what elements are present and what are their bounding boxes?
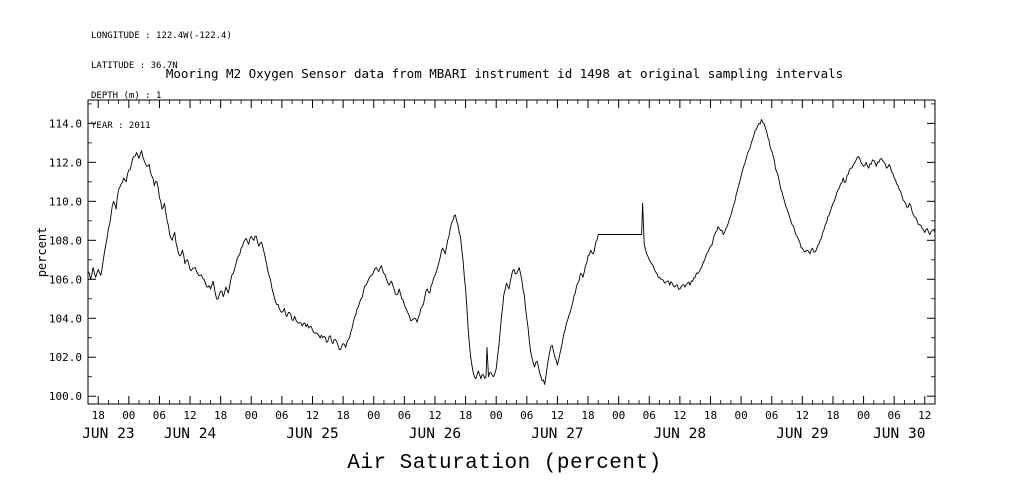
svg-text:18: 18: [459, 409, 472, 422]
x-axis-bottom-label: Air Saturation (percent): [347, 452, 662, 475]
metadata-year: YEAR : 2011: [91, 121, 151, 131]
svg-text:100.0: 100.0: [49, 390, 82, 403]
svg-text:12: 12: [551, 409, 564, 422]
svg-text:112.0: 112.0: [49, 156, 82, 169]
metadata-latitude: LATITUDE : 36.7N: [91, 61, 178, 71]
svg-text:JUN 30: JUN 30: [873, 426, 925, 442]
svg-text:18: 18: [581, 409, 594, 422]
svg-text:18: 18: [214, 409, 227, 422]
svg-text:JUN 23: JUN 23: [82, 426, 134, 442]
svg-text:06: 06: [888, 409, 901, 422]
svg-text:JUN 27: JUN 27: [531, 426, 583, 442]
svg-text:06: 06: [398, 409, 411, 422]
svg-text:JUN 28: JUN 28: [654, 426, 706, 442]
svg-text:06: 06: [275, 409, 288, 422]
svg-text:JUN 29: JUN 29: [776, 426, 828, 442]
metadata-block: LONGITUDE : 122.4W(-122.4) LATITUDE : 36…: [91, 11, 232, 151]
svg-text:104.0: 104.0: [49, 312, 82, 325]
metadata-depth: DEPTH (m) : 1: [91, 91, 162, 101]
svg-text:12: 12: [183, 409, 196, 422]
svg-text:JUN 24: JUN 24: [164, 426, 217, 442]
svg-text:06: 06: [643, 409, 656, 422]
svg-text:102.0: 102.0: [49, 351, 82, 364]
svg-text:00: 00: [367, 409, 380, 422]
svg-text:00: 00: [122, 409, 135, 422]
svg-text:12: 12: [673, 409, 686, 422]
svg-text:06: 06: [153, 409, 166, 422]
svg-text:106.0: 106.0: [49, 273, 82, 286]
svg-text:114.0: 114.0: [49, 117, 82, 130]
svg-text:06: 06: [520, 409, 533, 422]
svg-text:12: 12: [428, 409, 441, 422]
svg-text:00: 00: [857, 409, 870, 422]
chart-title: Mooring M2 Oxygen Sensor data from MBARI…: [165, 66, 844, 81]
svg-text:18: 18: [92, 409, 105, 422]
svg-text:12: 12: [918, 409, 931, 422]
svg-text:00: 00: [612, 409, 625, 422]
svg-text:06: 06: [765, 409, 778, 422]
svg-text:00: 00: [734, 409, 747, 422]
svg-text:18: 18: [826, 409, 839, 422]
metadata-longitude: LONGITUDE : 122.4W(-122.4): [91, 31, 232, 41]
svg-text:18: 18: [336, 409, 349, 422]
svg-text:12: 12: [306, 409, 319, 422]
svg-text:18: 18: [704, 409, 717, 422]
svg-text:00: 00: [245, 409, 258, 422]
svg-text:JUN 25: JUN 25: [286, 426, 338, 442]
svg-text:108.0: 108.0: [49, 234, 82, 247]
svg-text:JUN 26: JUN 26: [409, 426, 461, 442]
svg-text:00: 00: [490, 409, 503, 422]
svg-text:12: 12: [796, 409, 809, 422]
svg-text:110.0: 110.0: [49, 195, 82, 208]
